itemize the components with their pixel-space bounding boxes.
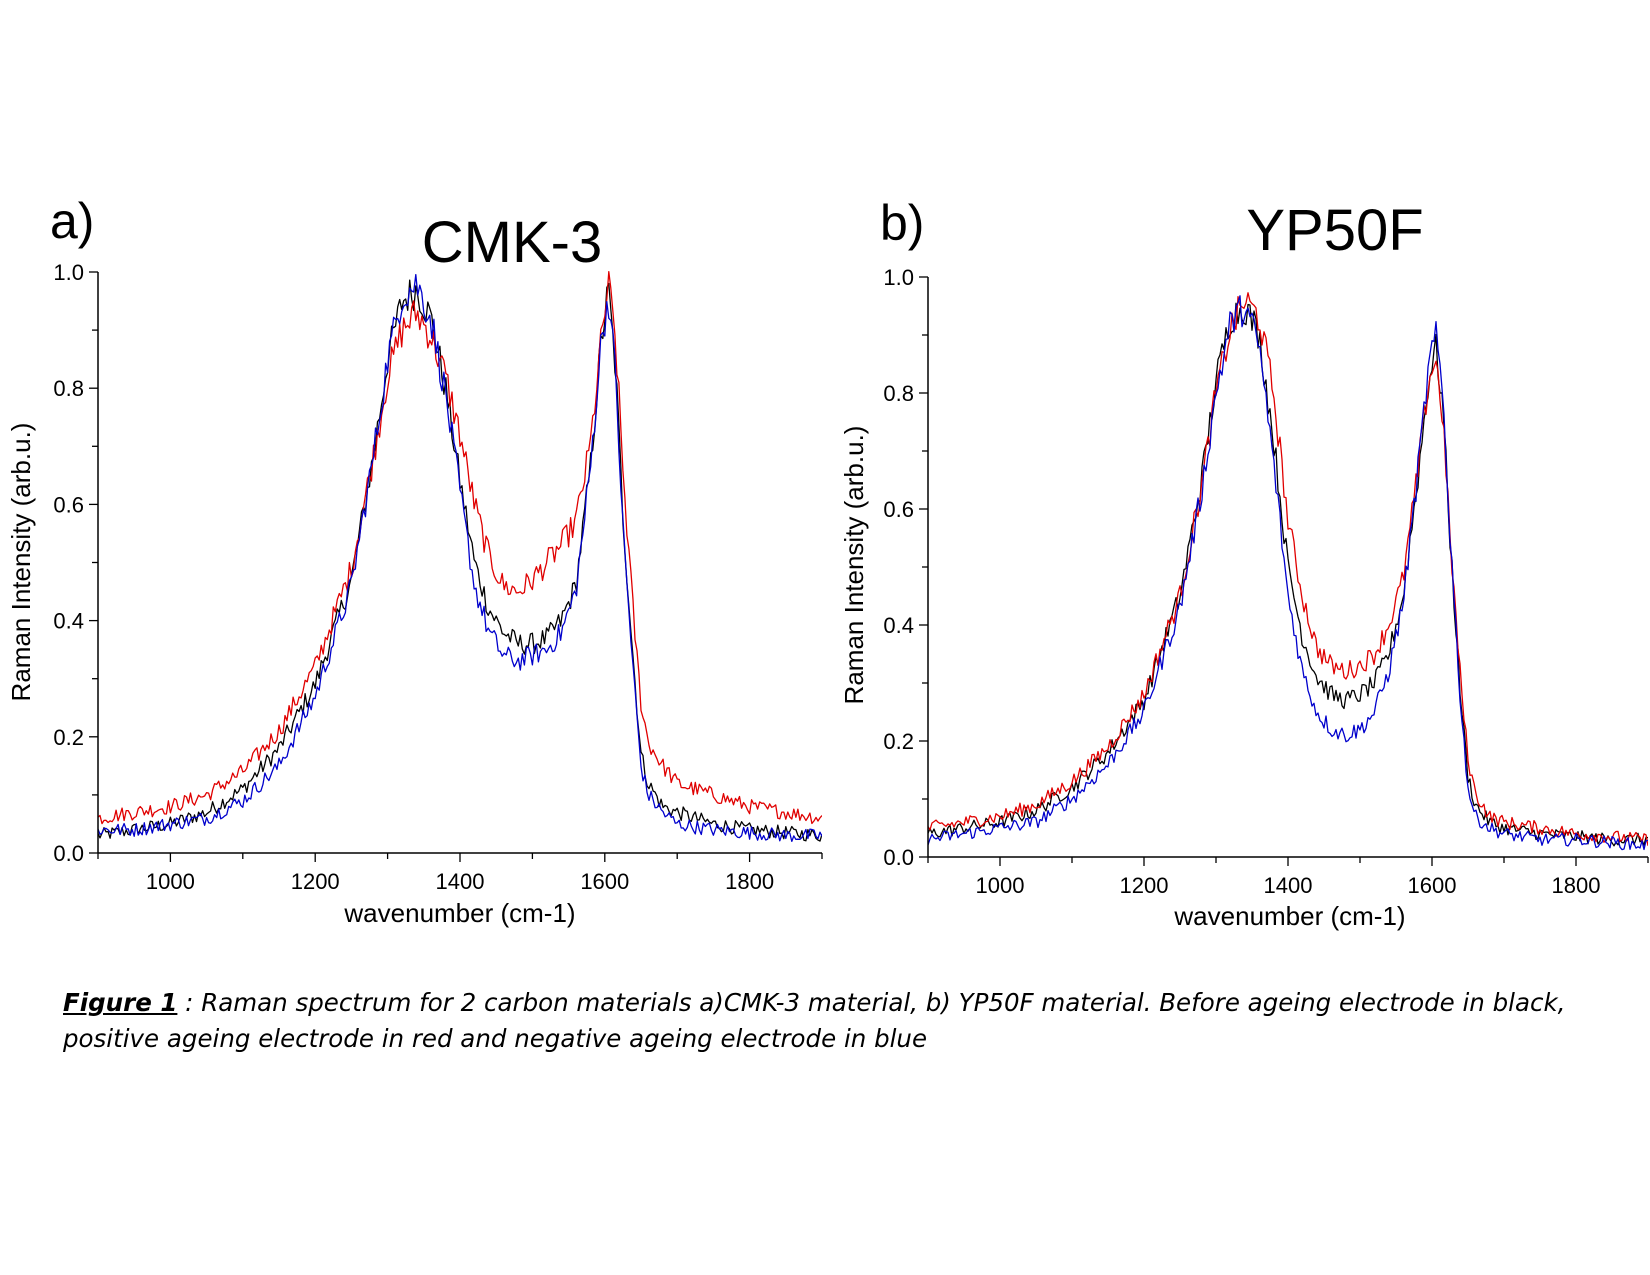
x-tick-label: 1600 [580,869,629,894]
x-tick-label: 1000 [976,873,1025,898]
y-tick-label: 0.8 [53,376,84,401]
figure-reference: Figure 1 [63,988,178,1017]
caption-text: : Raman spectrum for 2 carbon materials … [63,988,1566,1053]
x-tick-label: 1800 [725,869,774,894]
panel-a: a) CMK-3 1000 1200 1400 1600 1800 0.0 0.2 0.4 0.… [6,193,823,928]
chart-title: YP50F [1246,198,1423,263]
spectrum-line-1 [98,279,822,842]
plot-area: 1000 1200 1400 1600 1800 0.0 0.2 0.4 0.6 0.8 1.0 [53,260,823,894]
y-tick-label: 0.2 [883,729,914,754]
chart-title: CMK-3 [422,210,602,275]
x-axis-label: wavenumber (cm-1) [343,898,575,928]
x-tick-label: 1800 [1552,873,1601,898]
y-tick-label: 0.8 [883,381,914,406]
spectrum-line-3 [928,295,1648,851]
spectrum-line-2 [98,271,822,825]
panel-b: b) YP50F 1000 1200 1400 1600 1800 0.0 0.2 0.4 0.… [839,195,1649,931]
y-tick-label: 0.4 [53,609,84,634]
panel-label: b) [880,195,924,251]
x-tick-label: 1400 [436,869,485,894]
y-tick-label: 0.6 [53,492,84,517]
y-axis-label: Raman Intensity (arb.u.) [839,426,869,705]
y-tick-label: 1.0 [883,265,914,290]
spectrum-line-2 [928,292,1648,846]
y-tick-label: 0.6 [883,497,914,522]
plot-area: 1000 1200 1400 1600 1800 0.0 0.2 0.4 0.6 0.8 1.0 [883,265,1649,898]
y-tick-label: 0.0 [883,845,914,870]
x-tick-label: 1200 [291,869,340,894]
x-tick-label: 1400 [1264,873,1313,898]
y-tick-label: 1.0 [53,260,84,285]
x-tick-label: 1000 [146,869,195,894]
spectrum-line-3 [98,273,822,843]
y-tick-label: 0.0 [53,841,84,866]
x-axis-label: wavenumber (cm-1) [1173,901,1405,931]
x-tick-label: 1600 [1408,873,1457,898]
y-tick-label: 0.4 [883,613,914,638]
spectrum-line-1 [928,302,1648,847]
panel-label: a) [50,193,94,249]
y-tick-label: 0.2 [53,725,84,750]
x-tick-label: 1200 [1120,873,1169,898]
figure-caption: Figure 1 : Raman spectrum for 2 carbon m… [63,985,1623,1057]
y-axis-label: Raman Intensity (arb.u.) [6,423,36,702]
